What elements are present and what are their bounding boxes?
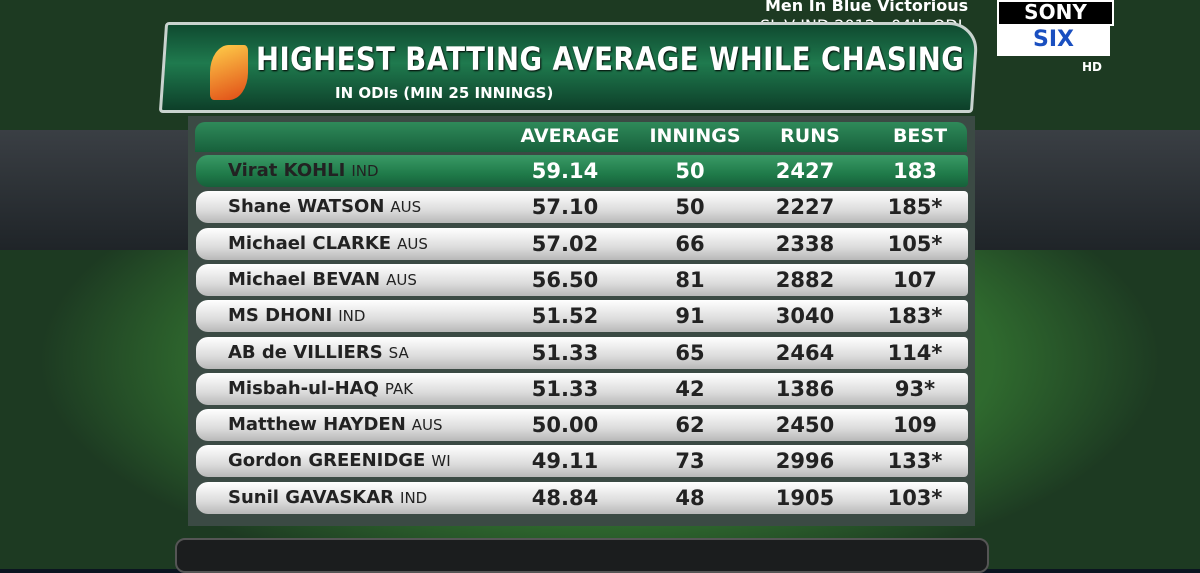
table-cell: 66 bbox=[675, 231, 705, 256]
country: IND bbox=[338, 307, 366, 326]
table-cell: 103* bbox=[887, 485, 943, 510]
table-cell: 185* bbox=[887, 195, 943, 220]
table-cell: 1905 bbox=[775, 485, 835, 510]
table-cell: 107 bbox=[893, 267, 937, 292]
table-row bbox=[196, 445, 968, 478]
table-cell: 51.52 bbox=[531, 304, 599, 329]
table-row bbox=[196, 227, 968, 260]
country: IND bbox=[351, 162, 379, 180]
table-row bbox=[196, 372, 968, 405]
column-header: BEST bbox=[892, 125, 948, 147]
country: AUS bbox=[397, 234, 428, 253]
table-cell: 2450 bbox=[775, 413, 835, 438]
table-cell: 3040 bbox=[775, 304, 835, 329]
table-cell: 50 bbox=[675, 195, 705, 220]
bottom-ticker bbox=[175, 538, 989, 573]
table-cell: 50 bbox=[675, 159, 705, 183]
player-name: Virat KOHLI IND bbox=[228, 160, 379, 181]
column-header-bar bbox=[195, 122, 967, 152]
player-name: Michael CLARKE AUS bbox=[228, 232, 428, 254]
table-cell: 51.33 bbox=[531, 376, 599, 401]
country: WI bbox=[431, 452, 451, 471]
country: PAK bbox=[384, 379, 414, 398]
table-cell: 2996 bbox=[775, 449, 835, 474]
table-row bbox=[196, 336, 968, 369]
table-cell: 133* bbox=[887, 449, 943, 474]
table-cell: 2227 bbox=[775, 195, 835, 220]
table-cell: 183 bbox=[893, 159, 937, 183]
table-cell: 57.10 bbox=[531, 195, 599, 220]
table-cell: 114* bbox=[887, 340, 943, 365]
country: AUS bbox=[386, 270, 417, 289]
table-cell: 50.00 bbox=[531, 413, 599, 438]
player-name: Gordon GREENIDGE WI bbox=[228, 450, 451, 472]
player-name: AB de VILLIERS SA bbox=[228, 341, 409, 363]
table-cell: 1386 bbox=[775, 376, 835, 401]
table-row bbox=[196, 263, 968, 296]
player-name: Matthew HAYDEN AUS bbox=[228, 414, 443, 436]
table-cell: 2464 bbox=[775, 340, 835, 365]
player-name: Michael BEVAN AUS bbox=[228, 268, 417, 290]
table-row bbox=[196, 155, 968, 187]
player-name: Shane WATSON AUS bbox=[228, 196, 422, 218]
table-cell: 65 bbox=[675, 340, 705, 365]
table-cell: 48 bbox=[675, 485, 705, 510]
country: AUS bbox=[411, 416, 443, 435]
table-row bbox=[196, 409, 968, 442]
table-cell: 59.14 bbox=[531, 159, 599, 183]
player-name: Sunil GAVASKAR IND bbox=[228, 486, 428, 508]
table-cell: 51.33 bbox=[531, 340, 599, 365]
country: AUS bbox=[390, 198, 422, 217]
table-cell: 183* bbox=[887, 304, 943, 329]
column-header: RUNS bbox=[780, 125, 840, 147]
hd-badge: HD bbox=[1082, 60, 1103, 74]
table-cell: 93* bbox=[894, 376, 936, 401]
stand bbox=[975, 130, 1200, 250]
column-header: AVERAGE bbox=[520, 125, 620, 147]
flame-logo bbox=[210, 45, 248, 100]
table-cell: 49.11 bbox=[531, 449, 599, 474]
country: SA bbox=[388, 343, 409, 362]
player-name: Misbah-ul-HAQ PAK bbox=[228, 377, 414, 399]
table-cell: 81 bbox=[675, 267, 705, 292]
column-header: INNINGS bbox=[649, 125, 741, 147]
table-cell: 2427 bbox=[775, 159, 835, 183]
table-cell: 57.02 bbox=[531, 231, 599, 256]
channel-logo: SONY bbox=[997, 0, 1114, 26]
title: HIGHEST BATTING AVERAGE WHILE CHASING bbox=[256, 40, 965, 78]
table-cell: 42 bbox=[675, 376, 705, 401]
table-cell: 2882 bbox=[775, 267, 835, 292]
table-cell: 91 bbox=[675, 304, 705, 329]
table-row bbox=[196, 191, 968, 224]
subtitle: IN ODIs (MIN 25 INNINGS) bbox=[335, 84, 554, 102]
table-cell: 109 bbox=[893, 413, 937, 438]
table-cell: 56.50 bbox=[531, 267, 599, 292]
table-cell: 62 bbox=[675, 413, 705, 438]
program-title: Men In Blue Victorious bbox=[765, 0, 969, 15]
table-row bbox=[196, 481, 968, 514]
table-row bbox=[196, 300, 968, 333]
table-cell: 105* bbox=[887, 231, 943, 256]
player-name: MS DHONI IND bbox=[228, 305, 366, 327]
table-cell: 73 bbox=[675, 449, 705, 474]
country: IND bbox=[400, 488, 428, 507]
table-cell: 2338 bbox=[775, 231, 835, 256]
stand bbox=[0, 130, 190, 250]
table-cell: 48.84 bbox=[531, 485, 599, 510]
channel-logo-six: SIX bbox=[997, 24, 1110, 56]
